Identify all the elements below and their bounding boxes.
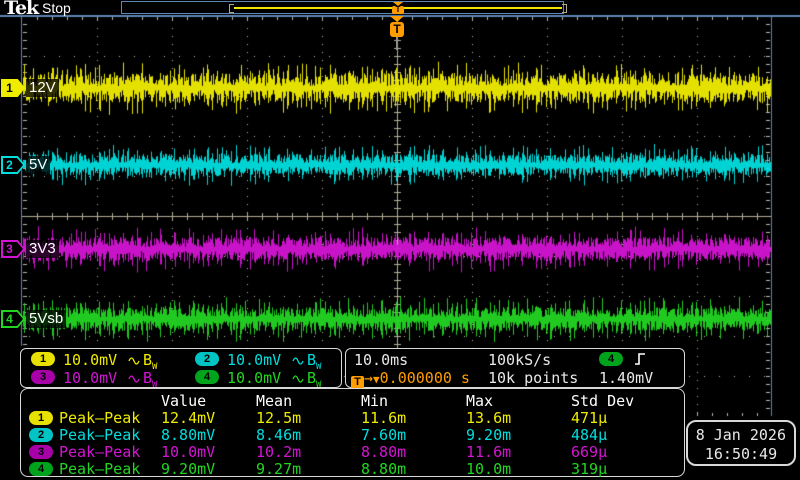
measurement-mean: 8.46m (256, 427, 301, 444)
volts-per-div: 10.0mV (227, 370, 281, 386)
channel-2-label: 5V (26, 156, 50, 174)
channel-3-ground-marker[interactable]: 3 (1, 240, 25, 258)
channel-3-badge: 3 (29, 445, 53, 459)
ac-coupling-icon (128, 352, 141, 368)
channel-2-badge[interactable]: 2 (195, 352, 219, 366)
volts-per-div: 10.0mV (227, 352, 281, 368)
measurement-max: 11.6m (466, 444, 511, 461)
channel-settings-box: 1 10.0mV BW 2 10.0mV BW 3 10.0mV BW 4 10… (20, 348, 342, 388)
trigger-t-icon: T (392, 6, 404, 14)
acquisition-record-bar[interactable]: T (121, 1, 564, 14)
measurement-name: Peak–Peak (59, 461, 140, 478)
arrow-right-icon: → (364, 369, 373, 387)
measurement-row-ch4: 4 Peak–Peak 9.20mV 9.27m 8.80m 10.0m 319… (21, 461, 684, 478)
trigger-flag-icon: T (390, 22, 404, 37)
channel-1-badge: 1 (29, 411, 53, 425)
channel-1-label: 12V (26, 79, 59, 97)
trigger-stem-line (396, 37, 397, 50)
measurement-row-ch1: 1 Peak–Peak 12.4mV 12.5m 11.6m 13.6m 471… (21, 410, 684, 427)
col-header-stddev: Std Dev (571, 393, 634, 409)
acquisition-status: Stop (42, 0, 71, 16)
measurement-value: 9.20mV (161, 461, 215, 478)
measurement-stddev: 484µ (571, 427, 607, 444)
channel-number: 1 (1, 79, 18, 97)
measurement-table: Value Mean Min Max Std Dev 1 Peak–Peak 1… (20, 388, 685, 477)
col-header-max: Max (466, 393, 493, 409)
time-readout: 16:50:49 (688, 445, 794, 463)
channel-3-label: 3V3 (26, 240, 59, 258)
channel-2-badge: 2 (29, 428, 53, 442)
ac-coupling-icon (292, 352, 305, 368)
measurement-mean: 9.27m (256, 461, 301, 478)
rising-edge-icon (634, 351, 646, 367)
measurement-min: 11.6m (361, 410, 406, 427)
measurement-min: 8.80m (361, 461, 406, 478)
channel-2-scale-readout: 10.0mV BW (227, 352, 347, 368)
channel-3-badge[interactable]: 3 (31, 370, 55, 384)
measurement-min: 8.80m (361, 444, 406, 461)
sample-rate-readout: 100kS/s (488, 352, 551, 368)
measurement-value: 10.0mV (161, 444, 215, 461)
channel-4-badge: 4 (29, 462, 53, 476)
trigger-source-badge[interactable]: 4 (599, 352, 623, 366)
trigger-position-value: 0.000000 s (380, 369, 470, 387)
ac-coupling-icon (128, 370, 141, 386)
measurement-min: 7.60m (361, 427, 406, 444)
horizontal-trigger-readout-box: 10.0ms 100kS/s 4 T→▼0.000000 s 10k point… (345, 348, 685, 388)
record-trigger-marker: T (391, 2, 405, 14)
measurement-stddev: 319µ (571, 461, 607, 478)
measurement-max: 10.0m (466, 461, 511, 478)
channel-1-scale-readout: 10.0mV BW (63, 352, 183, 368)
datetime-box: 8 Jan 2026 16:50:49 (686, 420, 796, 466)
channel-4-scale-readout: 10.0mV BW (227, 370, 347, 386)
record-view-bracket-right (562, 4, 567, 13)
measurement-row-ch3: 3 Peak–Peak 10.0mV 10.2m 8.80m 11.6m 669… (21, 444, 684, 461)
col-header-min: Min (361, 393, 388, 409)
channel-number: 4 (1, 310, 18, 328)
measurement-value: 12.4mV (161, 410, 215, 427)
measurement-stddev: 471µ (571, 410, 607, 427)
date-readout: 8 Jan 2026 (696, 426, 786, 444)
channel-4-badge[interactable]: 4 (195, 370, 219, 384)
channel-3-scale-readout: 10.0mV BW (63, 370, 183, 386)
measurement-name: Peak–Peak (59, 410, 140, 427)
measurement-name: Peak–Peak (59, 427, 140, 444)
channel-number: 3 (1, 240, 18, 258)
volts-per-div: 10.0mV (63, 370, 117, 386)
tek-logo: Tek (4, 0, 38, 19)
measurement-row-ch2: 2 Peak–Peak 8.80mV 8.46m 7.60m 9.20m 484… (21, 427, 684, 444)
record-length-readout: 10k points (488, 370, 578, 386)
volts-per-div: 10.0mV (63, 352, 117, 368)
channel-4-label: 5Vsb (26, 310, 66, 328)
channel-1-badge[interactable]: 1 (31, 352, 55, 366)
triangle-down-icon: ▼ (373, 373, 380, 386)
channel-number: 2 (1, 156, 18, 174)
measurement-max: 9.20m (466, 427, 511, 444)
col-header-mean: Mean (256, 393, 292, 409)
timebase-readout: 10.0ms (354, 352, 408, 368)
channel-2-ground-marker[interactable]: 2 (1, 156, 25, 174)
measurement-max: 13.6m (466, 410, 511, 427)
measurement-mean: 12.5m (256, 410, 301, 427)
channel-1-ground-marker[interactable]: 1 (1, 79, 25, 97)
channel-4-ground-marker[interactable]: 4 (1, 310, 25, 328)
measurement-value: 8.80mV (161, 427, 215, 444)
trigger-level-readout: 1.40mV (599, 370, 653, 386)
measurement-mean: 10.2m (256, 444, 301, 461)
measurement-stddev: 669µ (571, 444, 607, 461)
col-header-value: Value (161, 393, 206, 409)
oscilloscope-screen: Tek Stop T T 1 12V 2 5V 3 3V3 4 5Vsb 1 1… (0, 0, 800, 480)
ac-coupling-icon (292, 370, 305, 386)
measurement-name: Peak–Peak (59, 444, 140, 461)
trigger-position-readout: T→▼0.000000 s (351, 370, 470, 386)
trigger-position-marker[interactable]: T (388, 16, 406, 50)
